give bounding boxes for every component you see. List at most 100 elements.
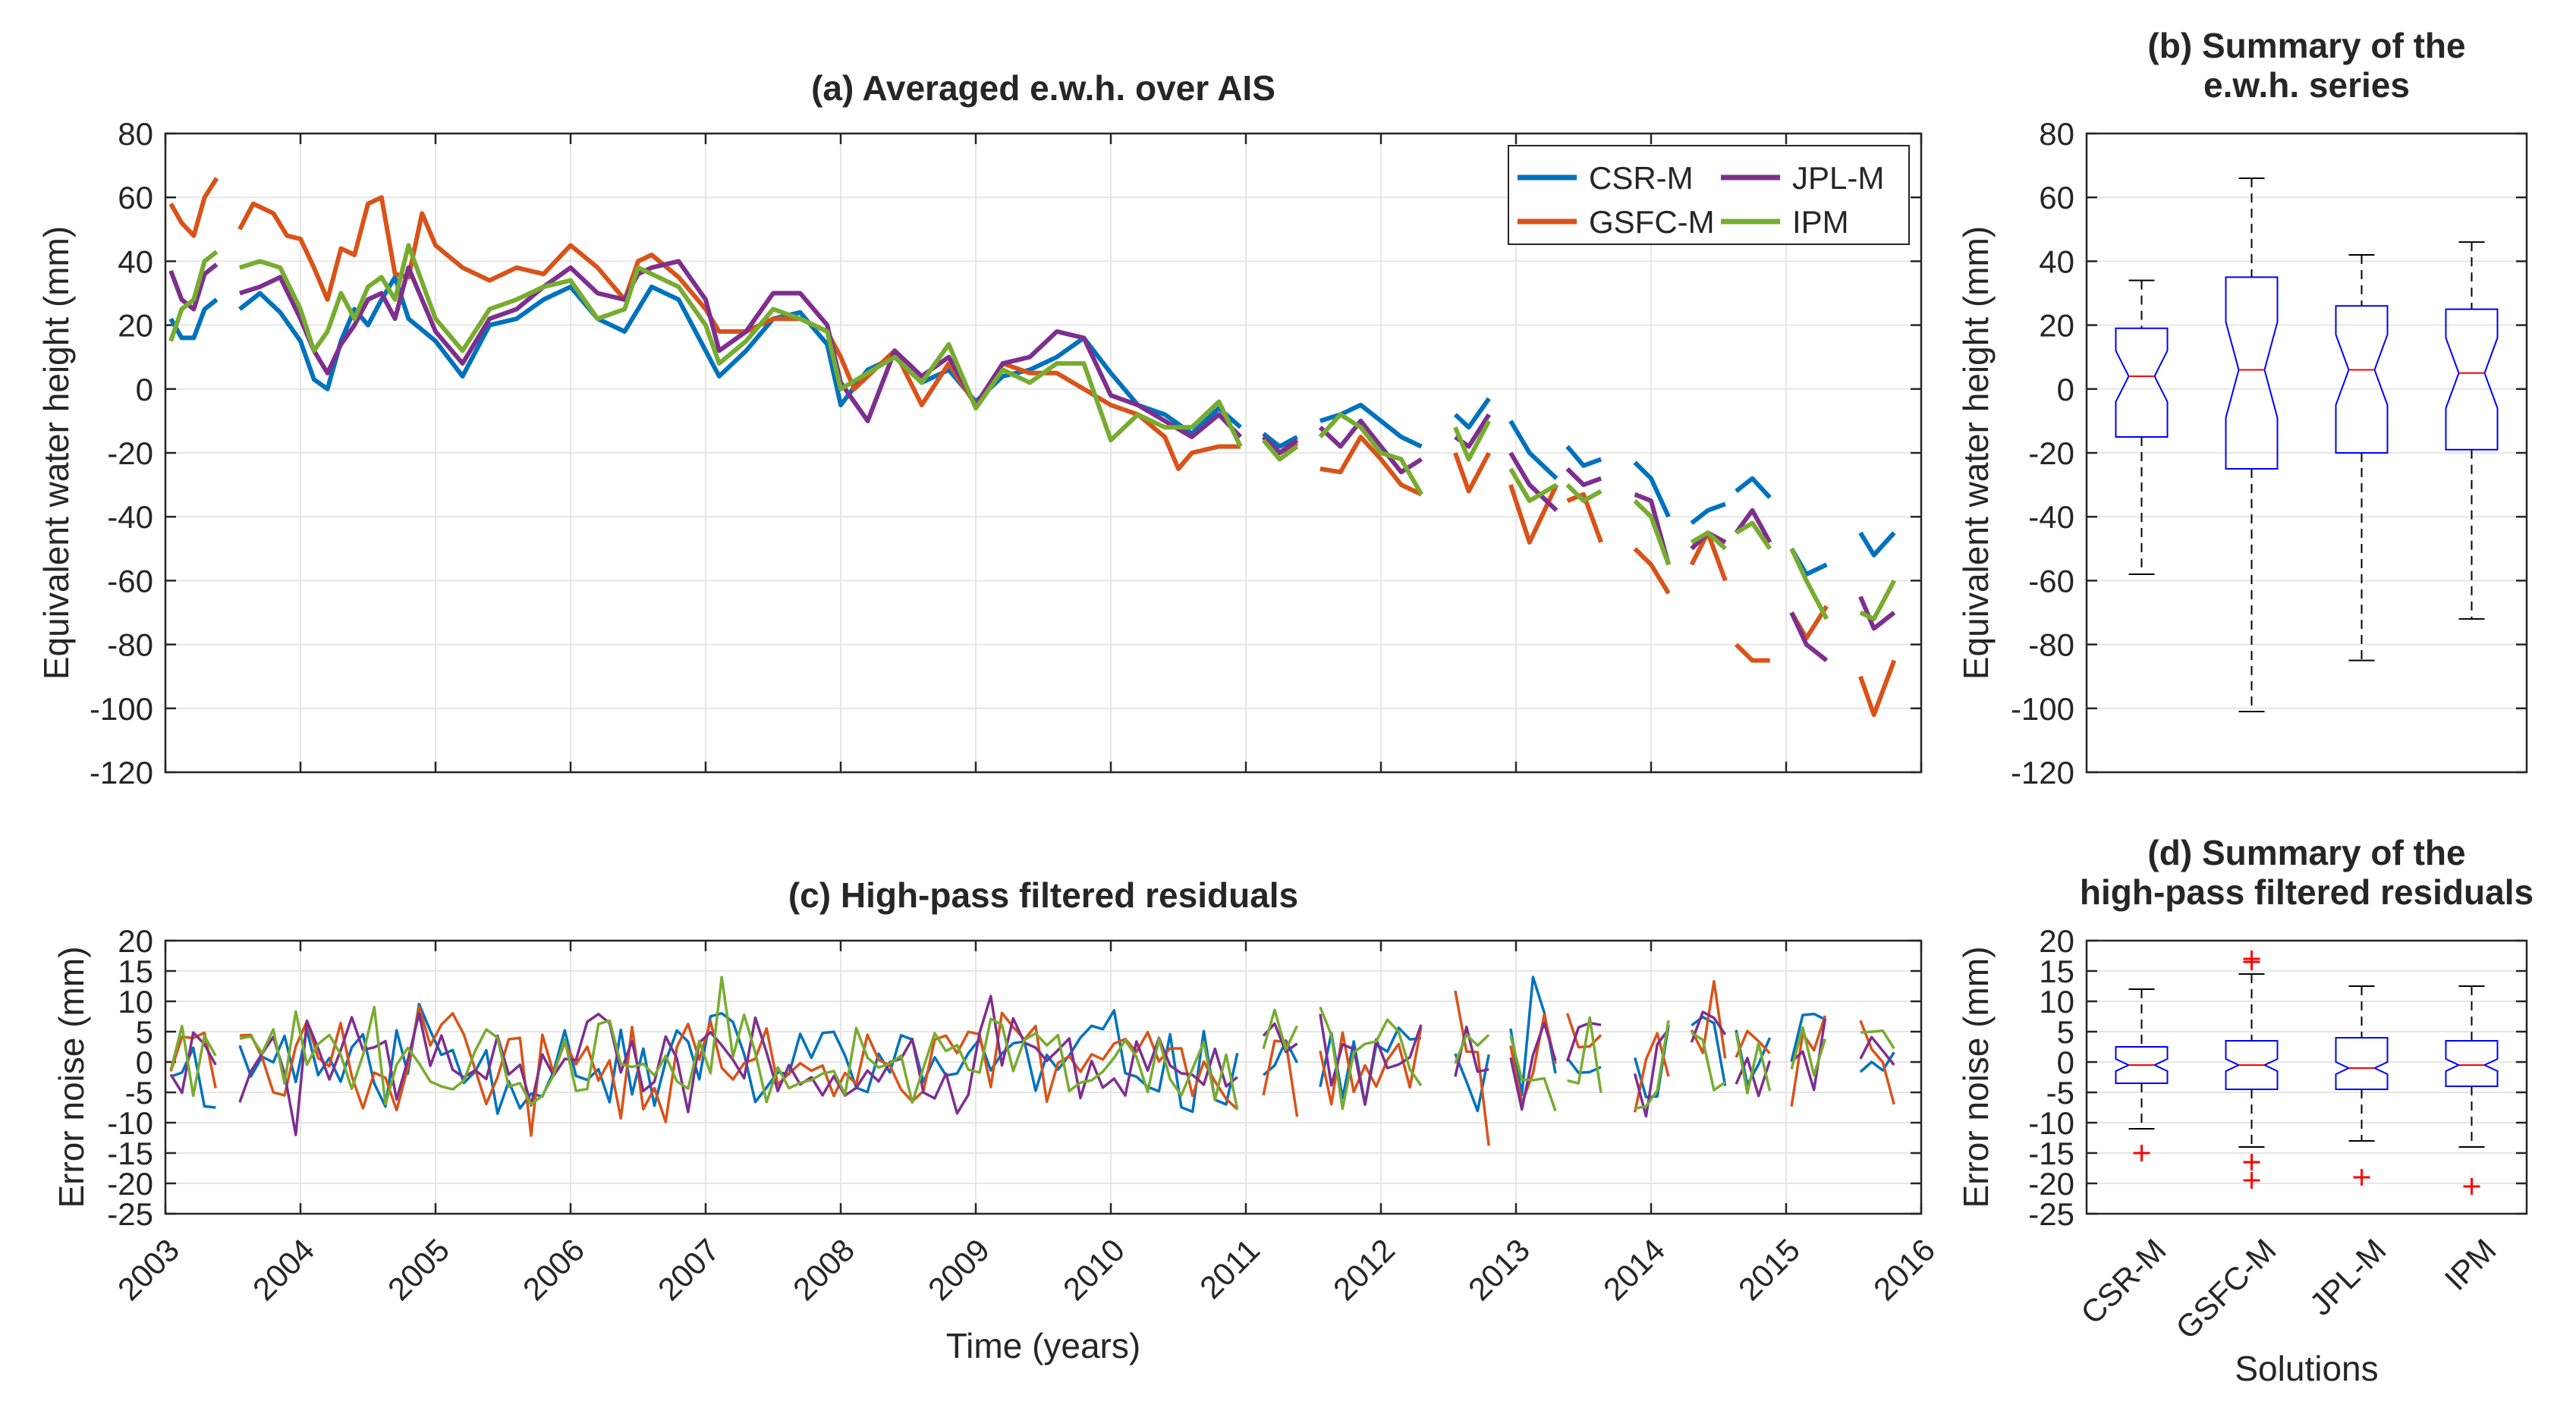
series-line-gsfc-m (237, 195, 1241, 471)
x-axis-label: Time (years) (946, 1326, 1140, 1365)
legend-label-ipm: IPM (1792, 204, 1849, 240)
series-line-ipm (1690, 530, 1727, 551)
residual-line-csr-m (1454, 1053, 1490, 1113)
series-jpl-m (168, 259, 1896, 662)
series-line-jpl-m (168, 262, 219, 312)
y-tick-label: 20 (118, 308, 153, 344)
y-tick-label: -100 (90, 691, 153, 727)
y-axis-label: Error noise (mm) (52, 946, 91, 1208)
y-axis-label: Equivalent water height (mm) (36, 226, 76, 680)
y-tick-label: 40 (2039, 244, 2074, 279)
residual-line-gsfc-m (1690, 979, 1727, 1059)
box-body (2115, 327, 2169, 438)
series-line-jpl-m (1318, 418, 1423, 475)
box-csr-m (2115, 988, 2169, 1161)
y-tick-label: -20 (2028, 435, 2074, 471)
series-line-csr-m (1508, 419, 1558, 480)
box-body (2225, 1040, 2279, 1090)
residual-line-ipm (1691, 1032, 1726, 1092)
y-tick-label: 60 (2039, 180, 2074, 215)
residual-line-jpl-m (1735, 1057, 1772, 1098)
y-tick-label: 20 (118, 923, 153, 959)
y-tick-label: -15 (107, 1136, 153, 1171)
plot-area (2087, 941, 2527, 1214)
y-tick-label: 0 (2057, 1045, 2074, 1080)
residual-line-jpl-m (1633, 1028, 1670, 1118)
outlier-marker (2243, 1154, 2260, 1170)
chart-title: (c) High-pass filtered residuals (788, 875, 1298, 915)
series-line-gsfc-m (1453, 451, 1492, 494)
series-line-jpl-m (1734, 507, 1772, 544)
legend-box (1508, 145, 1910, 245)
series-line-csr-m (1735, 476, 1772, 499)
series-line-jpl-m (1858, 595, 1896, 631)
chart-title-line: e.w.h. series (2203, 65, 2410, 105)
series-line-csr-m (1453, 397, 1491, 430)
panel-b-boxplot: -120 -100 -80 -60 -40 -20 0 20 40 60 80 (b) Summary… (1956, 26, 2528, 790)
outlier-marker (2353, 1169, 2370, 1186)
y-tick-label: -120 (90, 755, 153, 790)
y-tick-label: 10 (118, 984, 153, 1020)
series-line-jpl-m (238, 259, 1243, 439)
y-tick-label: -10 (2028, 1105, 2074, 1141)
residual-line-jpl-m (1509, 1021, 1557, 1111)
y-tick-label: 5 (2057, 1014, 2074, 1050)
series-line-gsfc-m (168, 177, 219, 238)
outlier-marker (2243, 951, 2260, 967)
chart-title-line: (b) Summary of the (2147, 26, 2465, 65)
outlier-marker (2133, 1145, 2150, 1161)
residual-line-gsfc-m (1859, 1020, 1895, 1105)
box-gsfc-m (2225, 951, 2279, 1189)
series-line-ipm (1789, 548, 1829, 621)
y-tick-label: 80 (2039, 116, 2074, 152)
residual-line-gsfc-m (1262, 1039, 1299, 1117)
box-body (2445, 1040, 2499, 1087)
y-tick-label: -60 (2028, 563, 2074, 599)
y-tick-label: 15 (2039, 954, 2074, 989)
series-line-gsfc-m (1858, 659, 1897, 718)
series-line-csr-m (1262, 432, 1299, 449)
y-tick-label: 10 (2039, 984, 2074, 1020)
chart-title-line: (d) Summary of the (2147, 833, 2465, 872)
y-tick-label: -20 (107, 1166, 153, 1202)
residual-line-ipm (1790, 1026, 1827, 1077)
box-body (2335, 305, 2389, 454)
axes-frame (164, 132, 1923, 774)
y-tick-label: -5 (2046, 1075, 2074, 1111)
series-line-ipm (1508, 467, 1558, 504)
series-line-ipm (1735, 520, 1772, 550)
y-tick-label: 20 (2039, 923, 2074, 959)
series-line-ipm (1261, 438, 1299, 462)
series-line-csr-m (1565, 445, 1603, 468)
residual-line-csr-m (1859, 1051, 1895, 1073)
y-axis-label: Error noise (mm) (1956, 946, 1996, 1208)
y-tick-label: 80 (118, 116, 153, 152)
series-line-jpl-m (1261, 435, 1299, 455)
legend-label-jpl-m: JPL-M (1792, 160, 1884, 196)
x-axis-label: Solutions (2235, 1349, 2378, 1388)
series-line-ipm (1565, 482, 1603, 504)
residual-line-csr-m (170, 1046, 216, 1109)
residual-line-jpl-m (1690, 1010, 1727, 1043)
residual-line-ipm (239, 976, 1239, 1110)
box-ipm (2445, 241, 2499, 620)
box-csr-m (2115, 279, 2169, 575)
y-tick-label: 0 (136, 372, 153, 407)
y-tick-label: 0 (2057, 372, 2074, 407)
y-tick-label: -80 (107, 627, 153, 663)
series-ipm (169, 976, 1895, 1112)
y-tick-label: -20 (2028, 1166, 2074, 1202)
y-tick-label: -120 (2011, 755, 2074, 790)
series-line-ipm (168, 250, 219, 342)
residual-line-ipm (1567, 1016, 1603, 1093)
series-line-gsfc-m (1566, 492, 1603, 543)
box-body (2445, 308, 2499, 451)
series-line-ipm (1859, 579, 1897, 621)
series-line-csr-m (168, 297, 219, 341)
axes-frame (2085, 132, 2528, 774)
residual-line-ipm (1319, 1006, 1423, 1111)
box-ipm (2445, 985, 2499, 1195)
residual-line-jpl-m (1565, 1021, 1602, 1062)
